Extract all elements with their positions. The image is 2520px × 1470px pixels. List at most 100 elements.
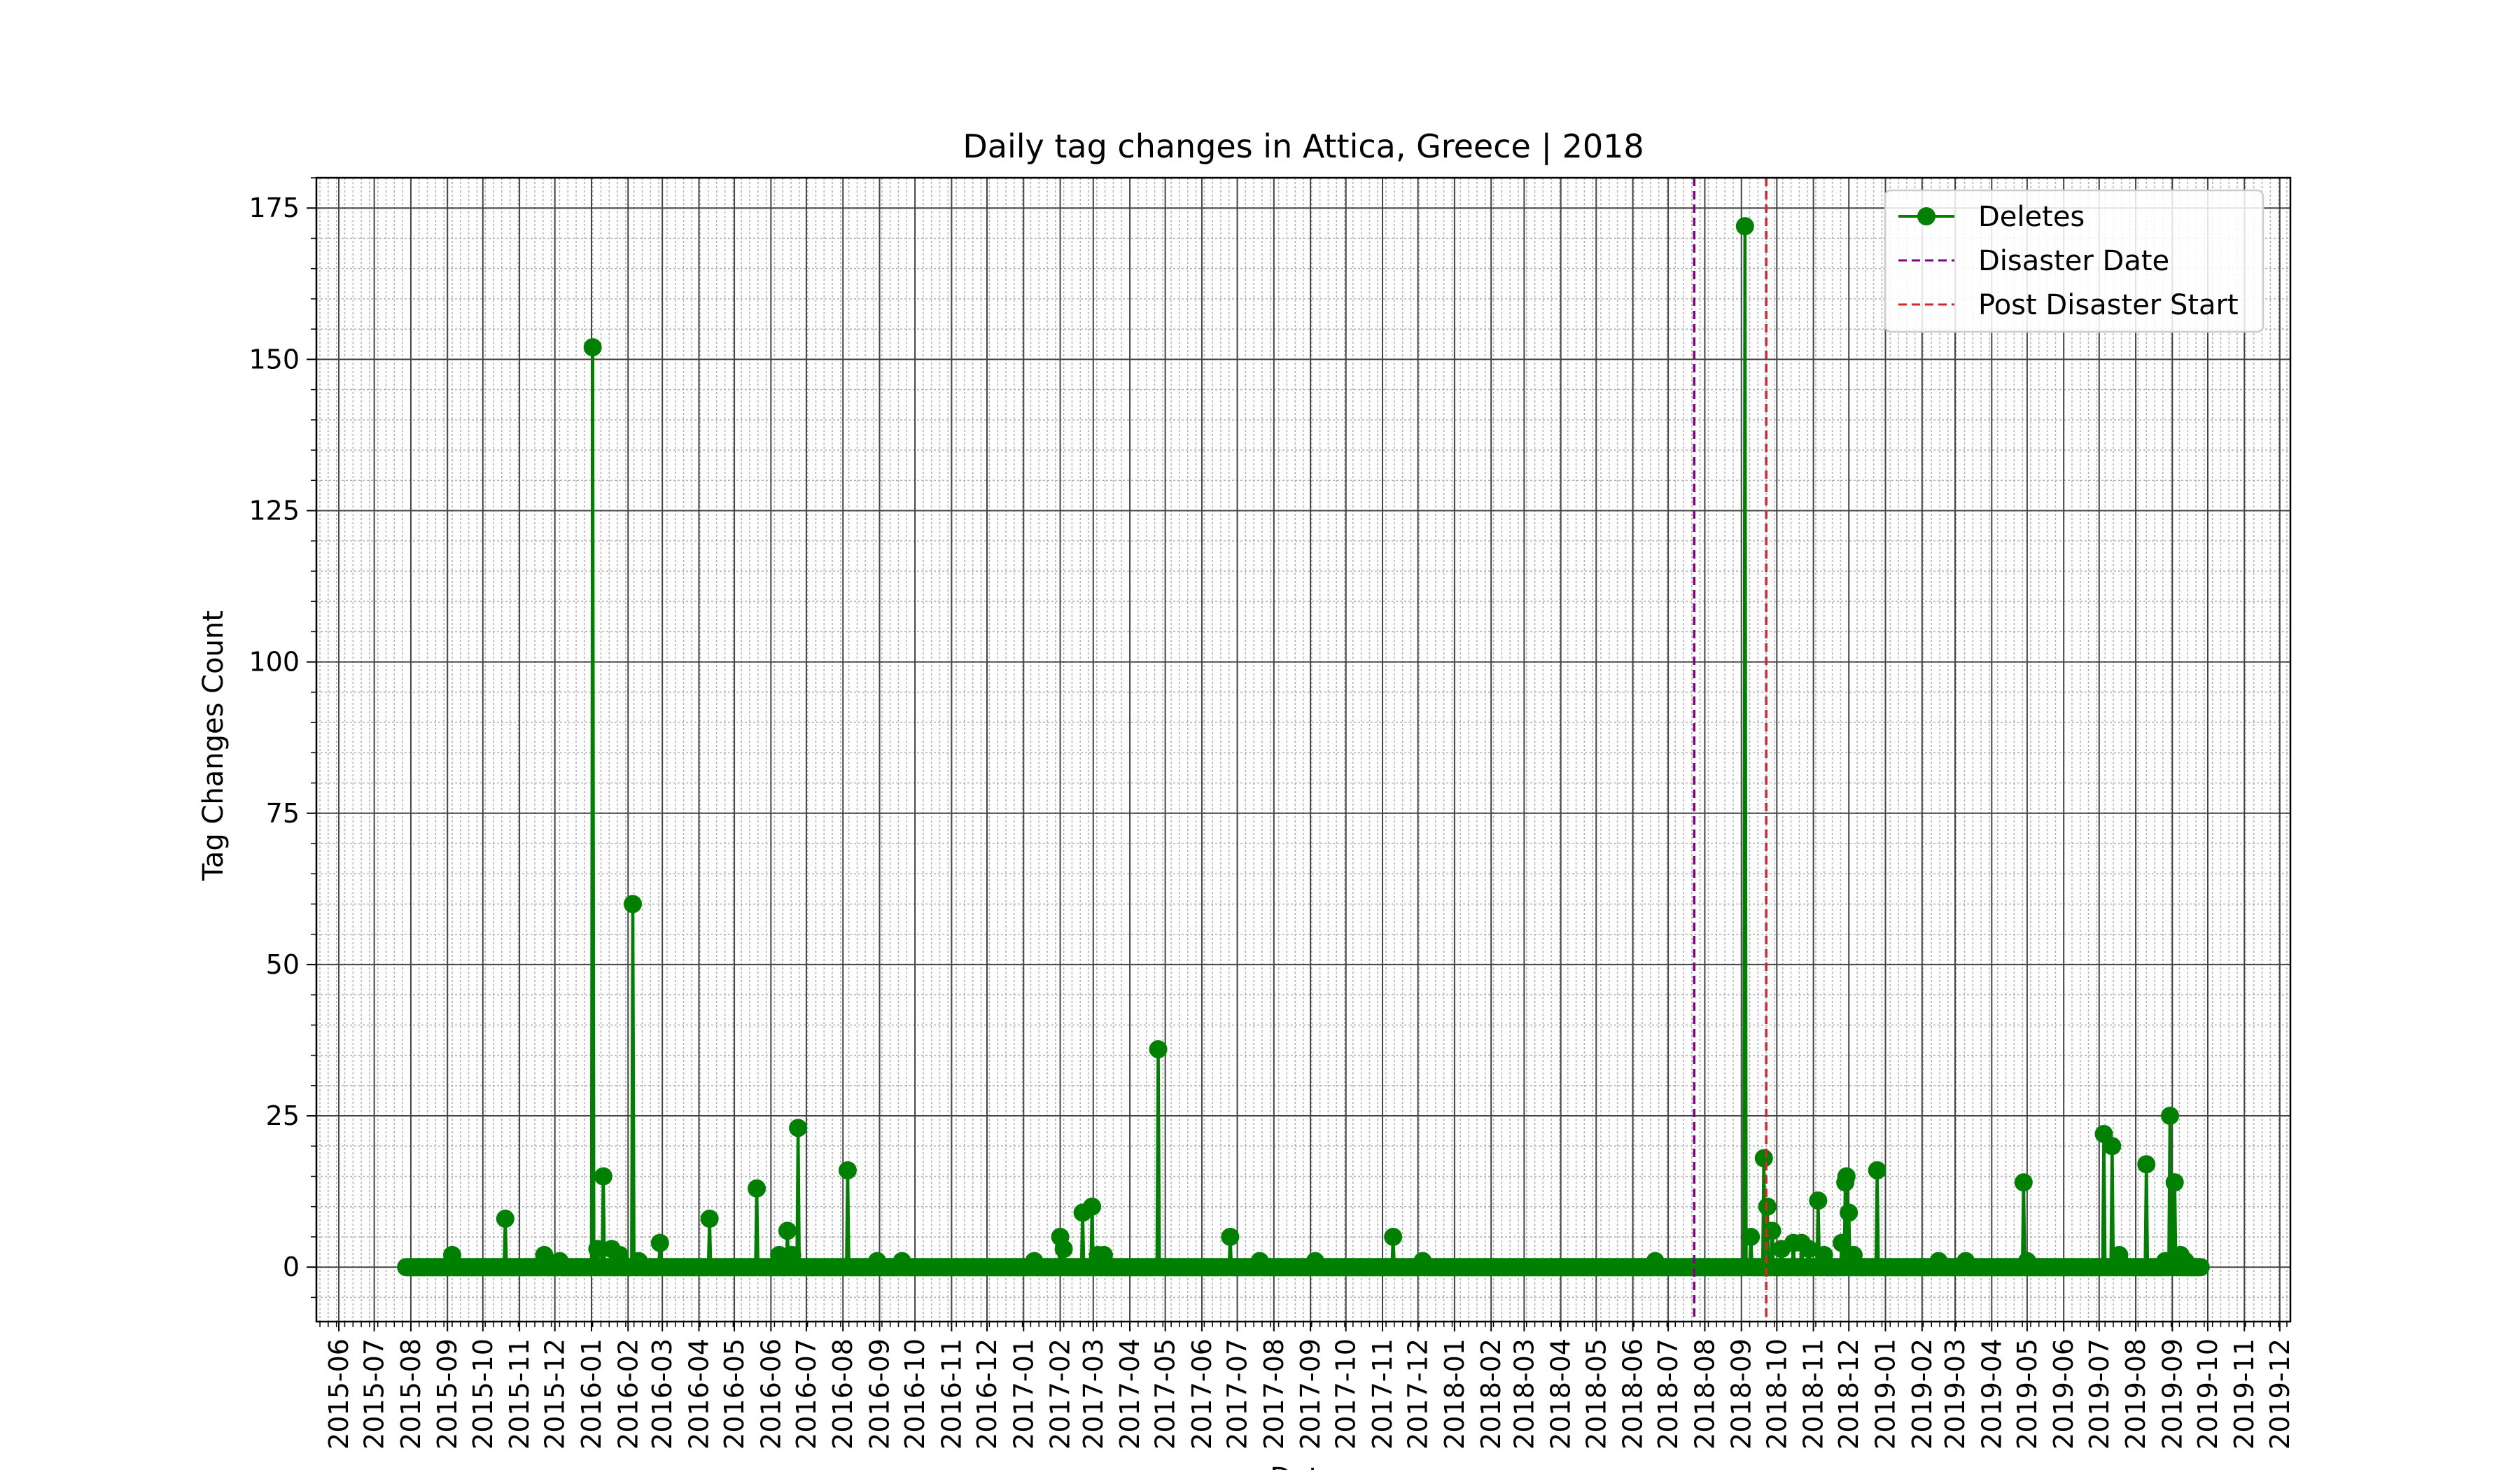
x-tick-label: 2017-06 (1186, 1338, 1217, 1450)
x-tick-label: 2016-01 (576, 1338, 607, 1450)
x-tick-label: 2018-02 (1476, 1338, 1506, 1450)
x-tick-label: 2016-09 (864, 1338, 895, 1450)
x-tick-label: 2017-08 (1259, 1338, 1289, 1450)
x-tick-label: 2019-05 (2012, 1338, 2043, 1450)
plot-frame (315, 176, 2292, 1323)
x-tick-label: 2015-07 (359, 1338, 390, 1450)
x-tick-label: 2016-04 (683, 1338, 714, 1450)
x-tick-label: 2015-08 (396, 1338, 426, 1450)
y-tick-label: 75 (266, 798, 300, 829)
data-point (2137, 1155, 2156, 1174)
data-point (1833, 1233, 1851, 1252)
y-tick-label: 50 (266, 949, 300, 980)
y-tick-label: 150 (248, 344, 300, 374)
x-tick-label: 2017-04 (1114, 1338, 1145, 1450)
x-tick-label: 2018-04 (1546, 1338, 1576, 1450)
legend: Deletes Disaster Date Post Disaster Star… (1884, 189, 2264, 333)
x-tick-label: 2018-08 (1689, 1338, 1720, 1450)
x-tick-label: 2017-09 (1295, 1338, 1326, 1450)
x-tick-label: 2018-09 (1726, 1338, 1757, 1450)
x-tick-label: 2015-06 (323, 1338, 354, 1450)
x-tick-label: 2019-09 (2157, 1338, 2188, 1450)
x-tick-label: 2019-01 (1870, 1338, 1900, 1450)
x-tick-label: 2016-10 (899, 1338, 930, 1450)
x-tick-label: 2019-06 (2048, 1338, 2079, 1450)
x-tick-label: 2018-05 (1581, 1338, 1611, 1450)
y-axis-ticks: 0 25 50 75 100 125 150 175 (248, 177, 316, 1298)
y-tick-label: 0 (283, 1252, 300, 1282)
x-tick-label: 2019-04 (1976, 1338, 2007, 1450)
x-tick-label: 2016-07 (791, 1338, 822, 1450)
x-tick-label: 2017-01 (1008, 1338, 1039, 1450)
data-point (2165, 1173, 2184, 1192)
legend-disaster-date-label: Disaster Date (1978, 245, 2169, 277)
chart-title: Daily tag changes in Attica, Greece | 20… (962, 127, 1644, 166)
x-tick-label: 2017-11 (1367, 1338, 1398, 1450)
data-point (496, 1210, 514, 1228)
y-tick-label: 175 (248, 192, 300, 223)
data-point (583, 338, 602, 357)
x-tick-label: 2018-07 (1653, 1338, 1684, 1450)
data-point (2103, 1137, 2122, 1156)
x-tick-label: 2018-10 (1761, 1338, 1792, 1450)
x-tick-label: 2017-05 (1150, 1338, 1181, 1450)
data-point (2014, 1173, 2033, 1192)
data-point (700, 1210, 719, 1228)
reference-lines (1693, 178, 1768, 1322)
x-tick-label: 2019-03 (1940, 1338, 1970, 1450)
data-point (838, 1161, 857, 1180)
x-tick-label: 2018-12 (1833, 1338, 1864, 1450)
x-tick-label: 2019-08 (2120, 1338, 2151, 1450)
data-point (594, 1167, 612, 1186)
x-tick-label: 2017-12 (1403, 1338, 1434, 1450)
x-tick-label: 2015-10 (468, 1338, 498, 1450)
legend-box (1884, 189, 2264, 333)
data-point (2160, 1107, 2179, 1126)
data-point (1799, 1240, 1818, 1259)
x-tick-label: 2018-03 (1508, 1338, 1539, 1450)
x-tick-label: 2016-02 (612, 1338, 643, 1450)
data-point (1384, 1227, 1403, 1246)
x-tick-label: 2015-11 (504, 1338, 535, 1450)
data-point (1054, 1240, 1073, 1259)
data-point (778, 1222, 797, 1240)
x-tick-label: 2016-11 (936, 1338, 967, 1450)
data-point (1809, 1191, 1828, 1210)
data-point (1221, 1227, 1240, 1246)
data-point (1763, 1222, 1782, 1240)
series-deletes (397, 217, 2210, 1277)
data-point (789, 1119, 808, 1138)
data-point (1083, 1197, 1102, 1216)
y-axis-label: Tag Changes Count (197, 610, 230, 881)
x-tick-label: 2019-10 (2192, 1338, 2223, 1450)
y-tick-label: 25 (266, 1100, 300, 1131)
data-point (1837, 1167, 1856, 1186)
data-point (2191, 1258, 2210, 1277)
x-tick-label: 2016-03 (647, 1338, 678, 1450)
x-axis-label: Date (1270, 1462, 1337, 1470)
x-tick-label: 2016-08 (827, 1338, 858, 1450)
x-tick-label: 2019-12 (2264, 1338, 2295, 1450)
legend-deletes-label: Deletes (1978, 201, 2085, 233)
x-tick-label: 2018-06 (1618, 1338, 1648, 1450)
data-point (1868, 1161, 1886, 1180)
x-axis-ticks: 2015-06 2015-07 2015-08 2015-09 2015-10 2015-… (319, 1322, 2295, 1450)
x-tick-label: 2017-02 (1045, 1338, 1076, 1450)
data-point (588, 1240, 607, 1259)
x-tick-label: 2019-11 (2229, 1338, 2260, 1450)
x-tick-label: 2016-05 (719, 1338, 750, 1450)
data-point (624, 895, 643, 913)
x-tick-label: 2017-03 (1078, 1338, 1109, 1450)
x-tick-label: 2015-09 (432, 1338, 463, 1450)
x-tick-label: 2015-12 (540, 1338, 570, 1450)
x-tick-label: 2017-10 (1331, 1338, 1362, 1450)
x-tick-label: 2016-06 (755, 1338, 786, 1450)
legend-post-disaster-start-label: Post Disaster Start (1978, 289, 2239, 321)
data-point (748, 1179, 766, 1198)
data-point (1840, 1203, 1858, 1222)
data-point (1735, 217, 1754, 236)
data-point (1742, 1227, 1760, 1246)
x-tick-label: 2017-07 (1222, 1338, 1253, 1450)
data-point (1149, 1040, 1168, 1058)
